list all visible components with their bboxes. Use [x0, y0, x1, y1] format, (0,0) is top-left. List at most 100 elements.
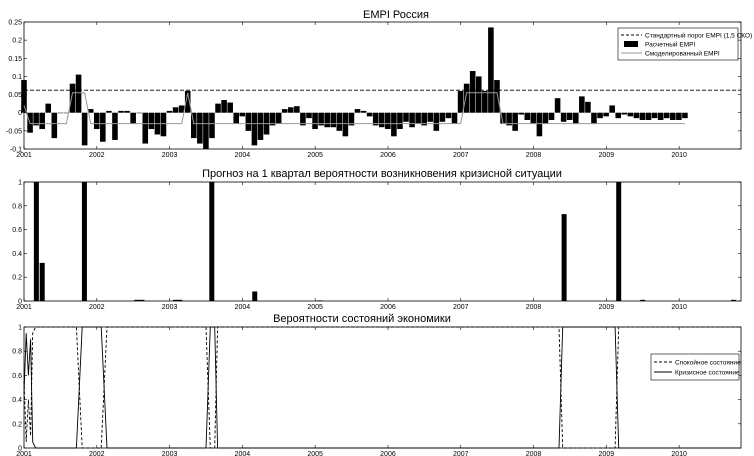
y-tick-label: 0.2: [12, 38, 22, 45]
empi-bar: [385, 112, 391, 130]
x-tick-label: 2007: [453, 451, 469, 456]
empi-bar: [372, 112, 379, 126]
empi-bar: [257, 112, 264, 140]
x-tick-label: 2005: [307, 304, 323, 311]
x-tick-label: 2009: [599, 152, 615, 159]
forecast-bar: [252, 291, 258, 301]
legend-model-label: Смоделированный EMPI: [645, 50, 720, 58]
empi-bar: [136, 112, 142, 114]
y-tick-label: 0: [18, 110, 22, 117]
x-tick-label: 2007: [453, 152, 469, 159]
states-y-ticks: 0 0.2 0.4 0.6 0.8 1: [12, 325, 741, 453]
empi-bar: [215, 103, 221, 113]
states-legend: Спокойное состояние Кризисное состояние: [650, 353, 741, 381]
empi-bar: [566, 112, 573, 120]
empi-bar: [324, 112, 330, 128]
modeled-empi-line: [23, 92, 685, 125]
empi-bar: [512, 112, 518, 131]
y-tick-label: 1: [18, 180, 22, 187]
empi-bar: [39, 112, 45, 130]
empi-bar: [294, 106, 300, 113]
empi-bar: [433, 112, 440, 131]
forecast-marks: [33, 182, 737, 302]
calm-state-line: [23, 326, 741, 449]
y-tick-label: -0.1: [10, 147, 22, 154]
forecast-bar: [134, 299, 140, 301]
empi-bar: [124, 110, 130, 113]
empi-legend: Стандартный порог EMPI (1,5 СКО) Расчетн…: [617, 27, 752, 61]
empi-bar: [463, 83, 470, 113]
empi-bar: [330, 112, 337, 128]
empi-bar: [500, 112, 506, 124]
x-tick-label: 2003: [162, 304, 178, 311]
empi-bar: [312, 112, 318, 130]
forecast-bar: [81, 182, 87, 301]
y-tick-label: 0.4: [12, 251, 22, 258]
y-tick-label: 0.6: [12, 227, 22, 234]
forecast-bar: [177, 299, 183, 301]
empi-bar: [269, 112, 276, 126]
empi-bar: [251, 112, 258, 146]
forecast-bar: [209, 182, 215, 301]
x-tick-label: 2006: [380, 451, 396, 456]
x-tick-label: 2001: [16, 304, 32, 311]
x-tick-label: 2002: [89, 304, 105, 311]
forecast-bar: [139, 299, 145, 301]
x-tick-label: 2009: [599, 304, 615, 311]
empi-bar: [318, 112, 324, 126]
empi-panel: EMPI Россия -0.1 -0.05 0 0.05 0.1 0.15 0.2 0.25…: [6, 9, 752, 159]
empi-bar: [51, 112, 58, 139]
empi-bar: [676, 112, 682, 120]
empi-bar: [81, 112, 88, 146]
empi-bar: [403, 112, 409, 122]
x-tick-label: 2008: [526, 152, 542, 159]
empi-bar: [142, 112, 149, 144]
empi-bar: [348, 112, 355, 126]
x-tick-label: 2001: [16, 152, 32, 159]
states-title: Вероятности состояний экономики: [273, 313, 451, 325]
empi-bar: [554, 98, 561, 113]
x-tick-label: 2009: [599, 451, 615, 456]
empi-bar: [409, 112, 415, 128]
y-tick-label: -0.05: [6, 128, 22, 135]
x-tick-label: 2010: [671, 451, 687, 456]
empi-bar: [87, 109, 94, 113]
empi-bar: [221, 100, 227, 113]
legend-empi-label: Расчетный EMPI: [645, 41, 695, 49]
empi-bar: [93, 112, 100, 130]
legend-calm-label: Спокойное состояние: [675, 359, 741, 367]
empi-bar: [469, 70, 476, 113]
empi-bar: [160, 112, 167, 137]
empi-bar: [239, 112, 246, 117]
y-tick-label: 0.2: [12, 275, 22, 282]
x-tick-label: 2010: [671, 152, 687, 159]
legend-empi-swatch: [624, 41, 638, 47]
empi-bar: [75, 74, 82, 113]
empi-bar: [288, 107, 294, 113]
empi-bar: [530, 112, 537, 124]
empi-bar: [166, 110, 173, 113]
empi-bar: [63, 112, 70, 114]
empi-bar: [118, 110, 124, 113]
forecast-bar: [39, 262, 45, 301]
x-tick-label: 2003: [162, 152, 178, 159]
empi-bar: [112, 112, 118, 140]
empi-bar: [579, 96, 585, 113]
empi-bar: [336, 112, 343, 131]
empi-bar: [33, 112, 39, 126]
x-tick-label: 2006: [380, 152, 396, 159]
empi-bar: [366, 112, 373, 117]
x-tick-label: 2008: [526, 451, 542, 456]
empi-bar: [475, 76, 482, 113]
y-tick-label: 1: [18, 325, 22, 332]
empi-bar: [197, 112, 203, 144]
x-tick-label: 2010: [671, 304, 687, 311]
empi-bar: [275, 112, 282, 124]
y-tick-label: 0.4: [12, 397, 22, 404]
empi-bar: [57, 112, 64, 114]
empi-bar: [342, 112, 349, 137]
forecast-bar: [640, 299, 646, 301]
x-tick-label: 2002: [89, 451, 105, 456]
empi-bar: [542, 112, 549, 124]
y-tick-label: 0.8: [12, 349, 22, 356]
